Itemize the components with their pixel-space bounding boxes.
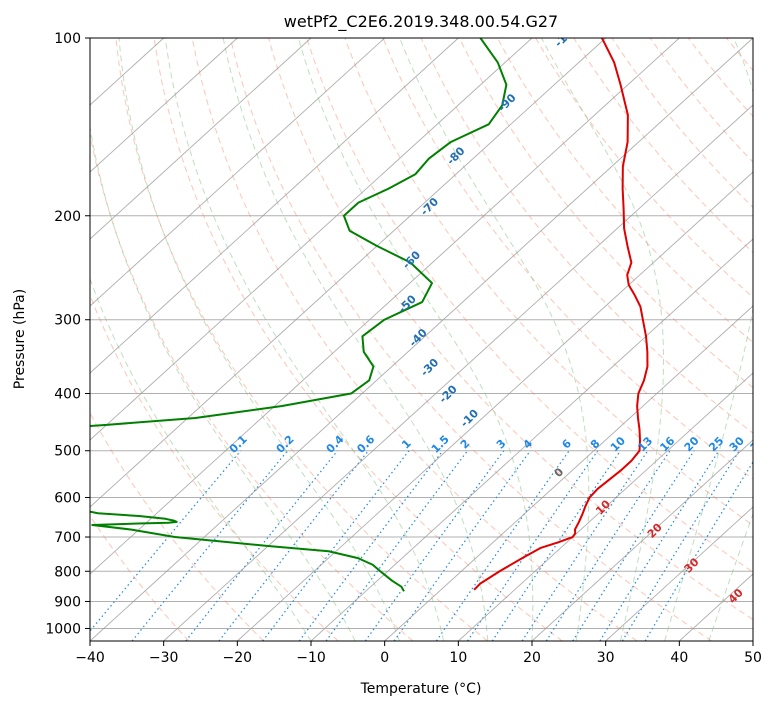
moist-adiabat-line [297,38,534,641]
y-tick-label: 900 [54,594,81,610]
mixing-ratio-line [185,450,339,641]
x-tick-label: 50 [744,650,762,666]
dewpoint-profile [90,38,508,592]
x-tick-label: −10 [296,650,326,666]
isotherm-line [90,38,680,575]
isotherm-line [605,506,753,641]
mixing-ratio-line [599,450,720,641]
y-tick-label: 700 [54,530,81,546]
y-tick-label: 300 [54,313,81,329]
moist-adiabat-line [540,38,665,641]
skewed-isotherms [90,38,753,641]
sounding-series [90,38,649,592]
dry-adiabat-line [115,38,488,641]
isotherm-line [163,104,753,641]
y-tick-label: 500 [54,444,81,460]
isotherm-line [90,38,533,441]
dry-adiabat-line [153,38,563,641]
dry-adiabat-line [229,38,712,641]
mixing-ratio-line [393,450,531,641]
moist-adiabats [90,38,753,641]
isotherm-line [90,38,753,641]
moist-adiabat-line [90,124,356,641]
dry-adiabat-line [306,38,753,573]
dry-adiabat-line [90,132,414,641]
isotherm-line [90,38,459,374]
x-tick-label: 0 [380,650,389,666]
dry-adiabat-line [90,514,190,641]
mixing-ratio-line [521,450,649,641]
mixing-ratio-line [262,450,410,641]
y-tick-label: 1000 [45,621,81,637]
y-tick-label: 100 [54,31,81,47]
moist-adiabat-line [664,38,753,641]
plot-frame [89,37,754,642]
dry-adiabat-line [90,293,339,641]
mixing-ratio-line [491,450,621,641]
dry-adiabat-line [344,38,753,526]
mixing-ratio-line [467,450,599,641]
dry-adiabat-line [268,38,753,621]
x-tick-label: −20 [223,650,253,666]
x-tick-label: 30 [597,650,615,666]
isotherm-line [90,38,238,173]
mixing-ratio-line [435,450,570,641]
dry-adiabat-line [535,38,753,299]
isotherm-line [90,38,606,508]
x-tick-label: −40 [75,650,105,666]
isotherm-line [90,38,385,307]
mixing-ratio-line [545,450,671,641]
x-tick-label: 10 [449,650,467,666]
y-tick-label: 600 [54,490,81,506]
plot-area: 0.10.20.40.611.52346810131620253036-100-… [90,21,768,641]
x-tick-label: −30 [149,650,179,666]
moist-adiabat-line [164,38,445,641]
isotherm-line [237,171,753,641]
isotherm-line [90,38,312,240]
x-axis-ticks: −40 −30 −20 −10 0 10 20 30 40 50 [75,641,762,666]
isotherm-line [310,238,753,641]
moist-adiabat-line [222,38,489,641]
dry-adiabats [90,38,753,641]
x-tick-label: 20 [523,650,541,666]
moist-adiabat-label: -100 [552,21,581,50]
y-tick-label: 400 [54,387,81,403]
x-tick-label: 40 [670,650,688,666]
y-tick-label: 200 [54,209,81,225]
moist-adiabat-line [118,38,400,641]
y-tick-label: 800 [54,564,81,580]
x-axis-title: Temperature (°C) [360,681,482,697]
chart-title: wetPf2_C2E6.2019.348.00.54.G27 [284,12,558,32]
y-axis-ticks: 100 200 300 400 500 600 700 800 900 1000 [45,31,90,637]
y-axis-title: Pressure (hPa) [12,289,28,389]
mixing-ratio-line [621,450,740,641]
moist-adiabat-line [708,512,753,641]
isotherm-line [384,305,753,641]
mixing-ratio-line [572,450,695,641]
mixing-ratio-label: 36 [748,434,768,454]
temperature-profile [473,38,649,591]
isotherm-line [458,372,753,641]
dry-adiabat-line [90,411,264,641]
mixing-ratio-line [364,450,505,641]
moist-adiabat-line [399,38,590,641]
isotherm-line [531,439,753,641]
